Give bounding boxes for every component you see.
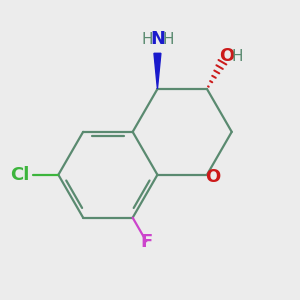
Polygon shape: [154, 53, 161, 89]
Text: Cl: Cl: [11, 166, 30, 184]
Text: H: H: [231, 49, 243, 64]
Text: H: H: [141, 32, 153, 47]
Text: H: H: [162, 32, 174, 47]
Text: O: O: [219, 46, 234, 64]
Text: N: N: [150, 30, 165, 48]
Text: F: F: [140, 233, 152, 251]
Text: O: O: [205, 168, 220, 186]
